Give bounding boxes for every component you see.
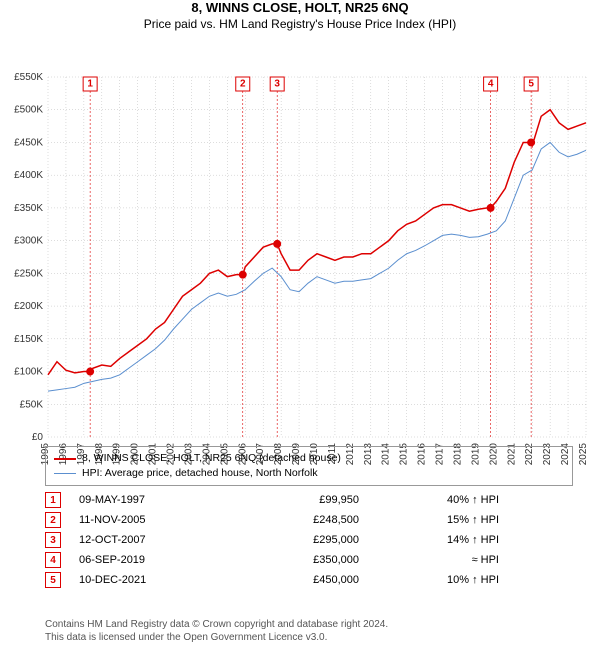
svg-text:4: 4 <box>488 79 494 90</box>
row-price: £295,000 <box>219 534 389 546</box>
table-row: 3 12-OCT-2007£295,00014% ↑ HPI <box>45 530 555 550</box>
legend: 8, WINNS CLOSE, HOLT, NR25 6NQ (detached… <box>45 446 573 486</box>
svg-text:£0: £0 <box>32 432 44 443</box>
row-marker: 5 <box>45 572 61 588</box>
chart-subtitle: Price paid vs. HM Land Registry's House … <box>0 17 600 31</box>
row-date: 10-DEC-2021 <box>79 574 219 586</box>
row-marker: 4 <box>45 552 61 568</box>
svg-text:£100K: £100K <box>14 367 43 378</box>
row-price: £450,000 <box>219 574 389 586</box>
row-delta: 40% ↑ HPI <box>389 494 499 506</box>
table-row: 2 11-NOV-2005£248,50015% ↑ HPI <box>45 510 555 530</box>
footer-attribution: Contains HM Land Registry data © Crown c… <box>45 618 388 644</box>
svg-text:£300K: £300K <box>14 236 43 247</box>
row-delta: 14% ↑ HPI <box>389 534 499 546</box>
footer-line-2: This data is licensed under the Open Gov… <box>45 631 388 644</box>
svg-text:£150K: £150K <box>14 334 43 345</box>
table-row: 5 10-DEC-2021£450,00010% ↑ HPI <box>45 570 555 590</box>
svg-text:£400K: £400K <box>14 170 43 181</box>
row-marker: 1 <box>45 492 61 508</box>
row-date: 06-SEP-2019 <box>79 554 219 566</box>
legend-label: HPI: Average price, detached house, Nort… <box>82 466 318 481</box>
row-price: £350,000 <box>219 554 389 566</box>
row-price: £248,500 <box>219 514 389 526</box>
legend-swatch <box>54 473 76 474</box>
svg-text:£550K: £550K <box>14 72 43 83</box>
svg-text:£350K: £350K <box>14 203 43 214</box>
sales-table: 1 09-MAY-1997£99,95040% ↑ HPI 2 11-NOV-2005… <box>45 490 555 590</box>
row-delta: ≈ HPI <box>389 554 499 566</box>
price-chart: £0 £50K £100K £150K £200K £250K £300K £350K £400… <box>0 31 600 476</box>
row-price: £99,950 <box>219 494 389 506</box>
svg-text:£250K: £250K <box>14 268 43 279</box>
svg-text:2025: 2025 <box>578 443 589 466</box>
row-date: 12-OCT-2007 <box>79 534 219 546</box>
row-delta: 15% ↑ HPI <box>389 514 499 526</box>
svg-text:3: 3 <box>274 79 280 90</box>
legend-item: 8, WINNS CLOSE, HOLT, NR25 6NQ (detached… <box>54 451 564 466</box>
svg-text:£50K: £50K <box>20 399 44 410</box>
legend-swatch <box>54 458 76 460</box>
row-date: 11-NOV-2005 <box>79 514 219 526</box>
chart-title: 8, WINNS CLOSE, HOLT, NR25 6NQ <box>0 0 600 15</box>
svg-text:2: 2 <box>240 79 246 90</box>
legend-item: HPI: Average price, detached house, Nort… <box>54 466 564 481</box>
svg-text:£200K: £200K <box>14 301 43 312</box>
row-marker: 2 <box>45 512 61 528</box>
svg-text:£450K: £450K <box>14 137 43 148</box>
row-date: 09-MAY-1997 <box>79 494 219 506</box>
table-row: 4 06-SEP-2019£350,000≈ HPI <box>45 550 555 570</box>
table-row: 1 09-MAY-1997£99,95040% ↑ HPI <box>45 490 555 510</box>
row-delta: 10% ↑ HPI <box>389 574 499 586</box>
svg-text:1: 1 <box>87 79 93 90</box>
svg-text:£500K: £500K <box>14 105 43 116</box>
svg-text:5: 5 <box>528 79 534 90</box>
legend-label: 8, WINNS CLOSE, HOLT, NR25 6NQ (detached… <box>82 451 341 466</box>
footer-line-1: Contains HM Land Registry data © Crown c… <box>45 618 388 631</box>
row-marker: 3 <box>45 532 61 548</box>
